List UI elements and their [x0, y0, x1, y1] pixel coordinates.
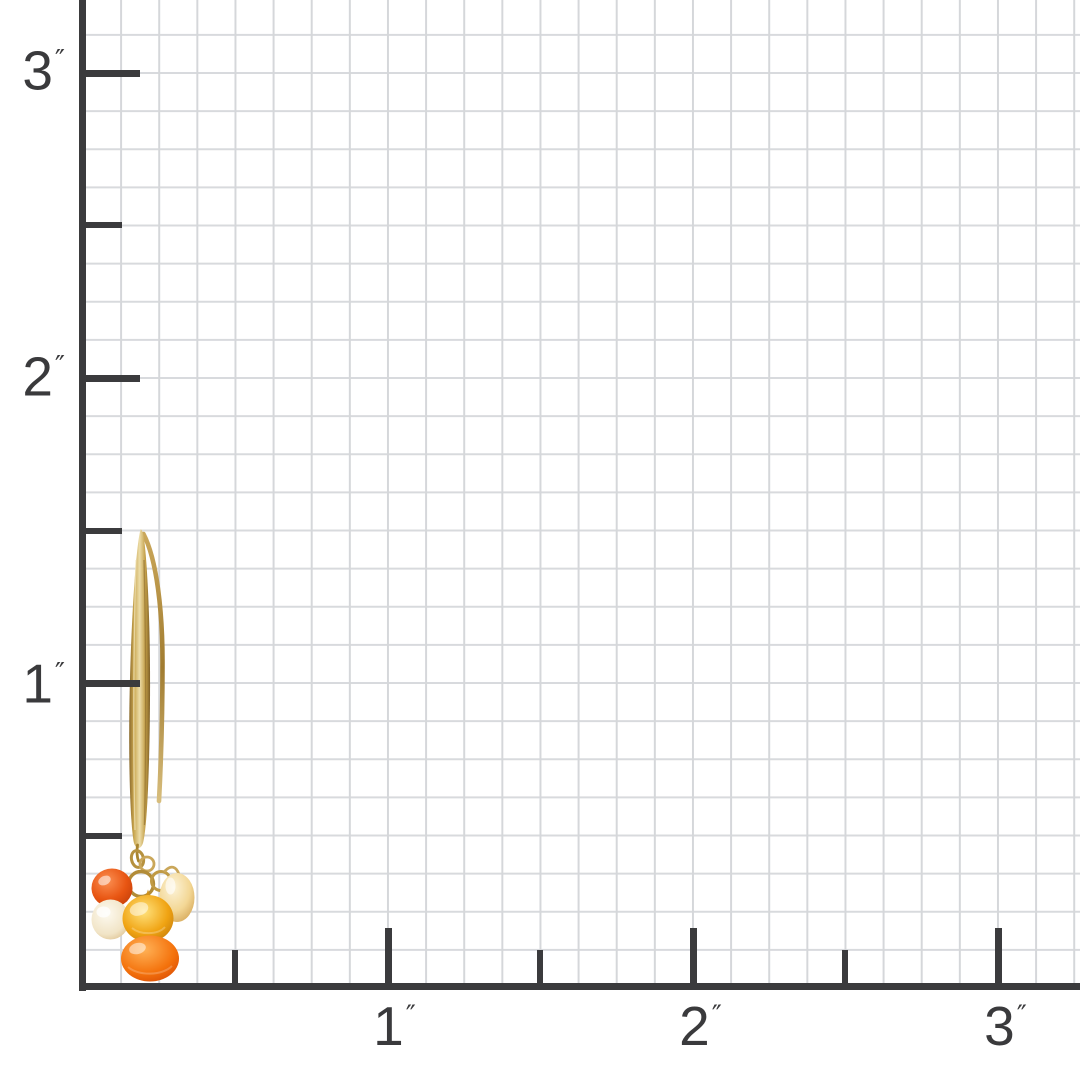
y-axis-label-1-value: 1: [22, 652, 53, 715]
y-axis-label-2-value: 2: [22, 345, 53, 408]
earring-product-image: [91, 529, 195, 982]
inch-unit-mark: ″: [711, 999, 722, 1031]
inch-unit-mark: ″: [54, 44, 65, 76]
inch-unit-mark: ″: [1016, 999, 1027, 1031]
jump-ring-large: [126, 869, 156, 899]
bead-orange: [121, 935, 179, 982]
jump-ring-small-right: [138, 855, 156, 873]
bar-shadow-line: [143, 559, 147, 826]
y-axis-tick-2in: [80, 375, 140, 382]
ear-wire-back: [141, 531, 165, 804]
x-axis-label-3-inch: 3″: [984, 999, 1027, 1054]
x-axis-tick-0p5in: [232, 950, 238, 983]
y-axis-tick-3in: [80, 70, 140, 77]
bar-to-ring-connector: [135, 843, 140, 863]
ear-wire: [129, 529, 165, 863]
x-axis-label-1-inch: 1″: [373, 999, 416, 1054]
x-axis-line: [79, 983, 1080, 990]
y-axis-label-2-inch: 2″: [0, 349, 65, 405]
inch-unit-mark: ″: [54, 350, 65, 382]
bead-red-orange: [91, 868, 133, 908]
y-axis-label-3-value: 3: [22, 39, 53, 102]
x-axis-label-2-inch: 2″: [679, 999, 722, 1054]
y-axis-tick-2p5in: [80, 222, 122, 228]
y-axis-line: [79, 0, 86, 991]
ear-wire-front-bar: [129, 529, 151, 849]
x-axis-label-2-value: 2: [679, 995, 710, 1057]
inch-unit-mark: ″: [405, 999, 416, 1031]
bead-amber: [122, 889, 174, 942]
y-axis-tick-1p5in: [80, 528, 122, 534]
x-axis-tick-3in: [995, 928, 1002, 983]
x-axis-tick-2p5in: [842, 950, 848, 983]
x-axis-tick-1p5in: [537, 950, 543, 983]
x-axis-tick-2in: [690, 928, 697, 983]
bar-highlight-line: [133, 559, 137, 831]
y-axis-label-1-inch: 1″: [0, 656, 65, 712]
bead-pale-champagne: [91, 899, 130, 940]
x-axis-label-1-value: 1: [373, 995, 404, 1057]
y-axis-tick-0p5in: [80, 833, 122, 839]
x-axis-label-3-value: 3: [984, 995, 1015, 1057]
bead-cluster: [91, 868, 195, 982]
y-axis-label-3-inch: 3″: [0, 43, 65, 99]
measurement-grid: [86, 0, 1080, 983]
inch-unit-mark: ″: [54, 657, 65, 689]
x-axis-tick-1in: [385, 928, 392, 983]
bead-hanger-wire: [163, 865, 181, 876]
jump-rings: [126, 849, 181, 899]
y-axis-tick-1in: [80, 680, 140, 687]
